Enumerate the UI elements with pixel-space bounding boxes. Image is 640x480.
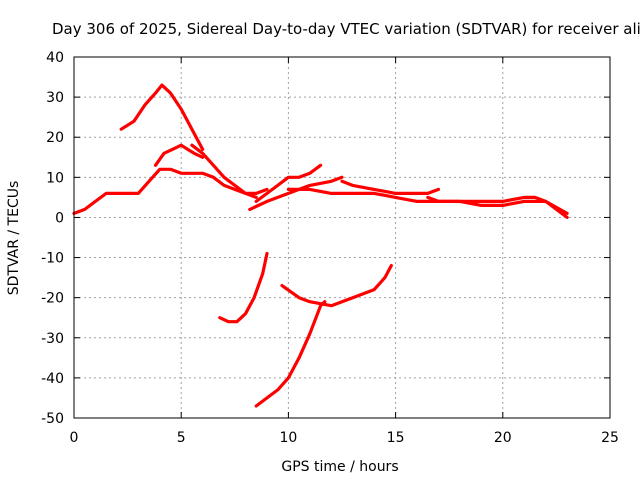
x-tick-label: 20: [494, 430, 512, 446]
x-tick-label: 10: [279, 430, 297, 446]
tick-layer: -50 -40 -30 -20 -10 0 10 20 30 40 0 5 10 15 20 25: [41, 50, 619, 446]
series-line-track-h: [340, 179, 441, 195]
y-tick-label: 10: [46, 170, 64, 186]
series-line-track-e: [254, 163, 323, 203]
x-tick-label: 5: [177, 430, 186, 446]
x-tick-label: 15: [387, 430, 405, 446]
y-tick-label: -30: [41, 331, 64, 347]
series-line-track-a: [72, 167, 269, 215]
y-tick-label: -50: [41, 411, 64, 427]
grid-layer: [74, 57, 610, 418]
x-axis-title: GPS time / hours: [281, 459, 398, 475]
series-line-track-b: [119, 83, 205, 151]
y-tick-label: 20: [46, 130, 64, 146]
x-tick-label: 0: [70, 430, 79, 446]
y-tick-label: 0: [55, 210, 64, 226]
series-layer: [72, 83, 569, 408]
y-tick-label: -20: [41, 291, 64, 307]
series-line-track-k: [254, 300, 327, 408]
series-line-track-i: [426, 195, 569, 219]
y-tick-label: 30: [46, 90, 64, 106]
plot-frame: [73, 56, 611, 419]
series-line-track-g: [286, 187, 569, 215]
series-line-track-j: [218, 251, 269, 324]
series-line-track-c: [153, 143, 205, 167]
y-axis-title: SDTVAR / TECUs: [6, 181, 22, 296]
x-tick-label: 25: [601, 430, 619, 446]
chart-title: Day 306 of 2025, Sidereal Day-to-day VTE…: [52, 20, 640, 38]
y-tick-label: -10: [41, 251, 64, 267]
y-tick-label: -40: [41, 371, 64, 387]
series-line-track-l: [280, 264, 393, 308]
y-tick-label: 40: [46, 50, 64, 66]
series-line-track-d: [190, 143, 258, 199]
